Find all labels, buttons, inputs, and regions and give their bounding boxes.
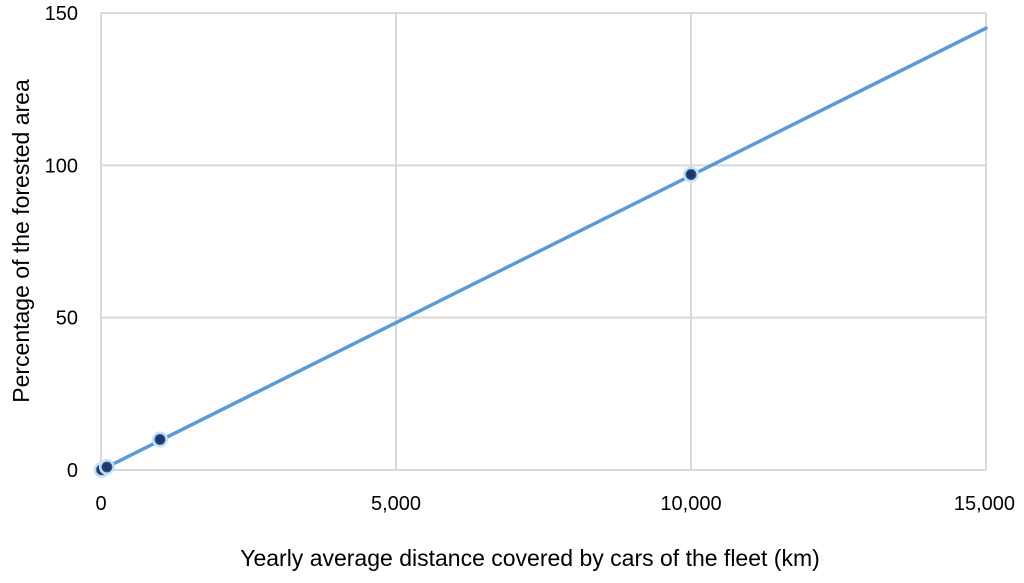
x-tick-label: 5,000 [371, 493, 421, 515]
data-point [685, 168, 697, 180]
tick-labels: 0 50 100 150 0 5,000 10,000 15,000 [45, 3, 1015, 515]
data-point [101, 461, 113, 473]
series-line [99, 26, 988, 472]
x-tick-label: 10,000 [660, 493, 721, 515]
y-tick-label: 50 [56, 308, 78, 330]
y-tick-label: 150 [45, 3, 78, 25]
y-axis-title: Percentage of the forested area [8, 79, 34, 403]
data-point [154, 434, 166, 446]
grid [100, 12, 987, 471]
x-axis-title: Yearly average distance covered by cars … [240, 545, 820, 571]
x-tick-label: 15,000 [954, 493, 1015, 515]
y-tick-label: 0 [67, 460, 78, 482]
series [93, 26, 988, 478]
x-tick-label: 0 [95, 493, 106, 515]
y-tick-label: 100 [45, 155, 78, 177]
